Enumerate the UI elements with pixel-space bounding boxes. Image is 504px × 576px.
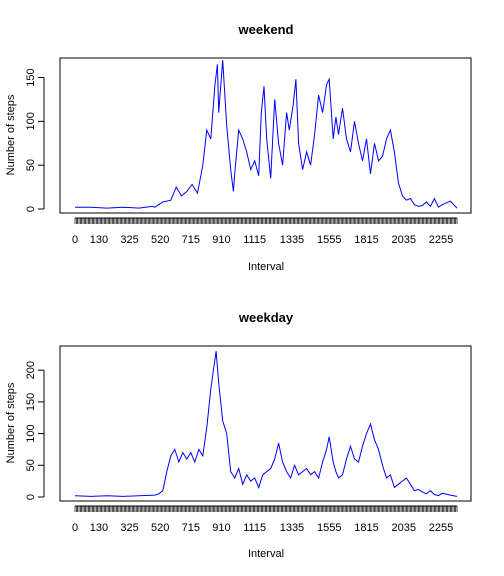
x-tick-label: 2035	[392, 522, 416, 534]
x-tick-label: 910	[212, 522, 230, 534]
x-tick-label: 1115	[243, 234, 266, 246]
x-tick-label: 2035	[392, 234, 416, 246]
x-tick-label: 1555	[317, 522, 341, 534]
x-tick-label: 715	[182, 234, 200, 246]
x-tick-label: 910	[212, 234, 230, 246]
weekend-panel: weekend 0 50 100 150 0 130 325 520 715 910 1115 13…	[5, 22, 472, 273]
x-axis: 0 130 325 520 715 910 1115 1335 1555 1815 2035 2255	[72, 217, 458, 246]
x-tick-label: 1555	[317, 234, 341, 246]
x-tick-label: 0	[72, 234, 78, 246]
x-tick-label: 520	[151, 234, 169, 246]
x-axis-label: Interval	[248, 261, 284, 273]
x-tick-label: 1115	[243, 522, 266, 534]
x-tick-label: 1335	[280, 522, 304, 534]
x-tick-label: 1335	[280, 234, 304, 246]
x-axis-label: Interval	[248, 548, 284, 560]
y-tick-label: 100	[25, 424, 37, 442]
x-tick-label: 2255	[429, 522, 453, 534]
y-tick-label: 0	[25, 206, 37, 212]
plot-frame	[59, 345, 472, 502]
y-tick-label: 50	[25, 459, 37, 471]
plot-frame	[59, 57, 472, 214]
y-tick-label: 0	[25, 494, 37, 500]
y-axis-label: Number of steps	[5, 382, 17, 463]
y-axis-label: Number of steps	[5, 94, 17, 175]
series-line	[74, 351, 458, 497]
x-tick-label: 2255	[429, 234, 453, 246]
y-tick-label: 200	[25, 361, 37, 379]
x-tick-label: 130	[90, 522, 108, 534]
x-tick-label: 0	[72, 522, 78, 534]
x-tick-label: 1815	[354, 522, 378, 534]
panel-title: weekday	[238, 310, 294, 325]
x-tick-label: 520	[151, 522, 169, 534]
x-tick-label: 325	[120, 522, 138, 534]
x-tick-label: 1815	[354, 234, 378, 246]
x-tick-label: 325	[120, 234, 138, 246]
x-tick-label: 715	[182, 522, 200, 534]
y-tick-label: 150	[25, 68, 37, 86]
y-tick-label: 150	[25, 393, 37, 411]
x-tick-label: 130	[90, 234, 108, 246]
y-axis: 0 50 100 150 200	[25, 361, 45, 500]
weekday-panel: weekday 0 50 100 150 200 0 130 325 520 715 910 111…	[5, 310, 472, 560]
y-tick-label: 100	[25, 112, 37, 130]
x-axis: 0 130 325 520 715 910 1115 1335 1555 1815 2035 2255	[72, 505, 458, 534]
series-line	[75, 59, 458, 209]
y-tick-label: 50	[25, 159, 37, 171]
panel-title: weekend	[238, 22, 294, 37]
y-axis: 0 50 100 150	[25, 68, 45, 212]
